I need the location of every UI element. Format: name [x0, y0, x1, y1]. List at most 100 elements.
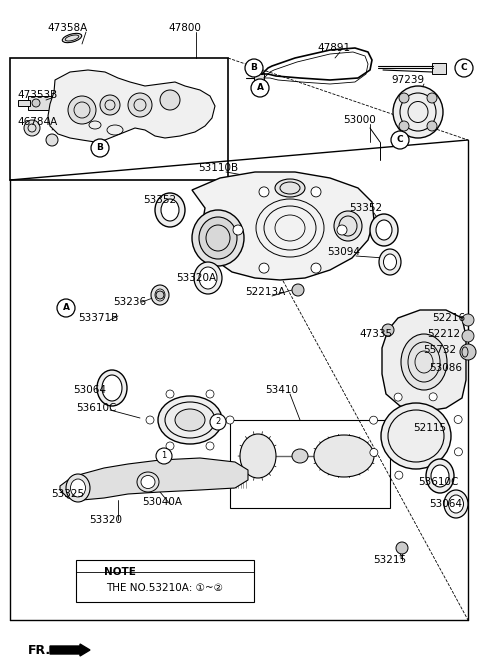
Ellipse shape — [379, 249, 401, 275]
Circle shape — [427, 93, 437, 103]
Text: 53086: 53086 — [430, 363, 463, 373]
Text: 46784A: 46784A — [18, 117, 58, 127]
Circle shape — [233, 225, 243, 235]
Circle shape — [156, 448, 172, 464]
Bar — [18, 100, 30, 106]
Ellipse shape — [62, 33, 82, 43]
Circle shape — [46, 134, 58, 146]
Ellipse shape — [370, 214, 398, 246]
Circle shape — [226, 416, 234, 424]
Ellipse shape — [426, 459, 454, 493]
Text: 53320: 53320 — [89, 515, 122, 525]
Ellipse shape — [401, 334, 447, 390]
Text: 53236: 53236 — [113, 297, 146, 307]
Text: 47891: 47891 — [317, 43, 350, 53]
Text: 53064: 53064 — [73, 385, 107, 395]
Circle shape — [370, 416, 378, 424]
Circle shape — [427, 121, 437, 131]
Bar — [254, 73, 264, 83]
Ellipse shape — [240, 434, 276, 478]
Polygon shape — [60, 458, 248, 500]
Text: 47353B: 47353B — [18, 90, 58, 100]
Text: FR.: FR. — [28, 644, 51, 656]
Text: 53320A: 53320A — [176, 273, 216, 283]
Ellipse shape — [161, 199, 179, 221]
Text: 53040A: 53040A — [142, 497, 182, 507]
Text: 53094: 53094 — [327, 247, 360, 257]
Bar — [28, 96, 52, 110]
Text: B: B — [96, 143, 103, 153]
Ellipse shape — [292, 449, 308, 463]
Circle shape — [160, 90, 180, 110]
Ellipse shape — [444, 490, 468, 518]
Text: 53410: 53410 — [265, 385, 299, 395]
Ellipse shape — [199, 267, 217, 289]
Text: 53215: 53215 — [373, 555, 407, 565]
Circle shape — [462, 314, 474, 326]
Circle shape — [454, 416, 462, 424]
Polygon shape — [192, 172, 374, 280]
Ellipse shape — [192, 210, 244, 266]
Ellipse shape — [66, 474, 90, 502]
Circle shape — [394, 393, 402, 401]
Ellipse shape — [275, 179, 305, 197]
Ellipse shape — [71, 479, 85, 497]
Circle shape — [455, 59, 473, 77]
Circle shape — [32, 99, 40, 107]
Circle shape — [259, 187, 269, 197]
Circle shape — [166, 390, 174, 398]
Ellipse shape — [334, 211, 362, 241]
Text: 1: 1 — [161, 452, 167, 460]
Ellipse shape — [384, 254, 396, 270]
Circle shape — [429, 393, 437, 401]
Ellipse shape — [376, 220, 392, 240]
Text: 53610C: 53610C — [76, 403, 116, 413]
Circle shape — [100, 95, 120, 115]
Ellipse shape — [199, 217, 237, 259]
Circle shape — [311, 263, 321, 273]
Text: 52212: 52212 — [427, 329, 461, 339]
Text: 53352: 53352 — [349, 203, 383, 213]
Circle shape — [251, 79, 269, 97]
Circle shape — [292, 284, 304, 296]
Text: 97239: 97239 — [391, 75, 425, 85]
Circle shape — [24, 120, 40, 136]
Text: B: B — [251, 63, 257, 73]
Text: C: C — [396, 135, 403, 145]
Text: 53610C: 53610C — [418, 477, 458, 487]
Circle shape — [68, 96, 96, 124]
Circle shape — [245, 59, 263, 77]
Circle shape — [206, 442, 214, 450]
Circle shape — [210, 414, 226, 430]
Text: 47335: 47335 — [360, 329, 393, 339]
Circle shape — [382, 324, 394, 336]
Ellipse shape — [155, 193, 185, 227]
Circle shape — [91, 139, 109, 157]
Text: 52213A: 52213A — [245, 287, 285, 297]
Circle shape — [430, 471, 438, 479]
Bar — [230, 420, 390, 508]
Text: NOTE: NOTE — [104, 567, 136, 577]
Text: A: A — [256, 83, 264, 93]
Ellipse shape — [158, 396, 222, 444]
Circle shape — [462, 330, 474, 342]
Circle shape — [146, 416, 154, 424]
Text: 47800: 47800 — [168, 23, 202, 33]
Text: 53325: 53325 — [51, 489, 84, 499]
Circle shape — [128, 93, 152, 117]
Ellipse shape — [175, 409, 205, 431]
Circle shape — [399, 121, 409, 131]
Circle shape — [337, 225, 347, 235]
Ellipse shape — [431, 465, 449, 487]
Circle shape — [460, 344, 476, 360]
Ellipse shape — [448, 495, 464, 513]
Text: 52115: 52115 — [413, 423, 446, 433]
Circle shape — [399, 93, 409, 103]
Text: 53000: 53000 — [344, 115, 376, 125]
Circle shape — [395, 471, 403, 479]
Ellipse shape — [97, 370, 127, 406]
Text: THE NO.53210A: ①~②: THE NO.53210A: ①~② — [107, 583, 223, 593]
Text: 2: 2 — [216, 418, 221, 426]
Bar — [432, 63, 446, 74]
Text: C: C — [461, 63, 468, 73]
